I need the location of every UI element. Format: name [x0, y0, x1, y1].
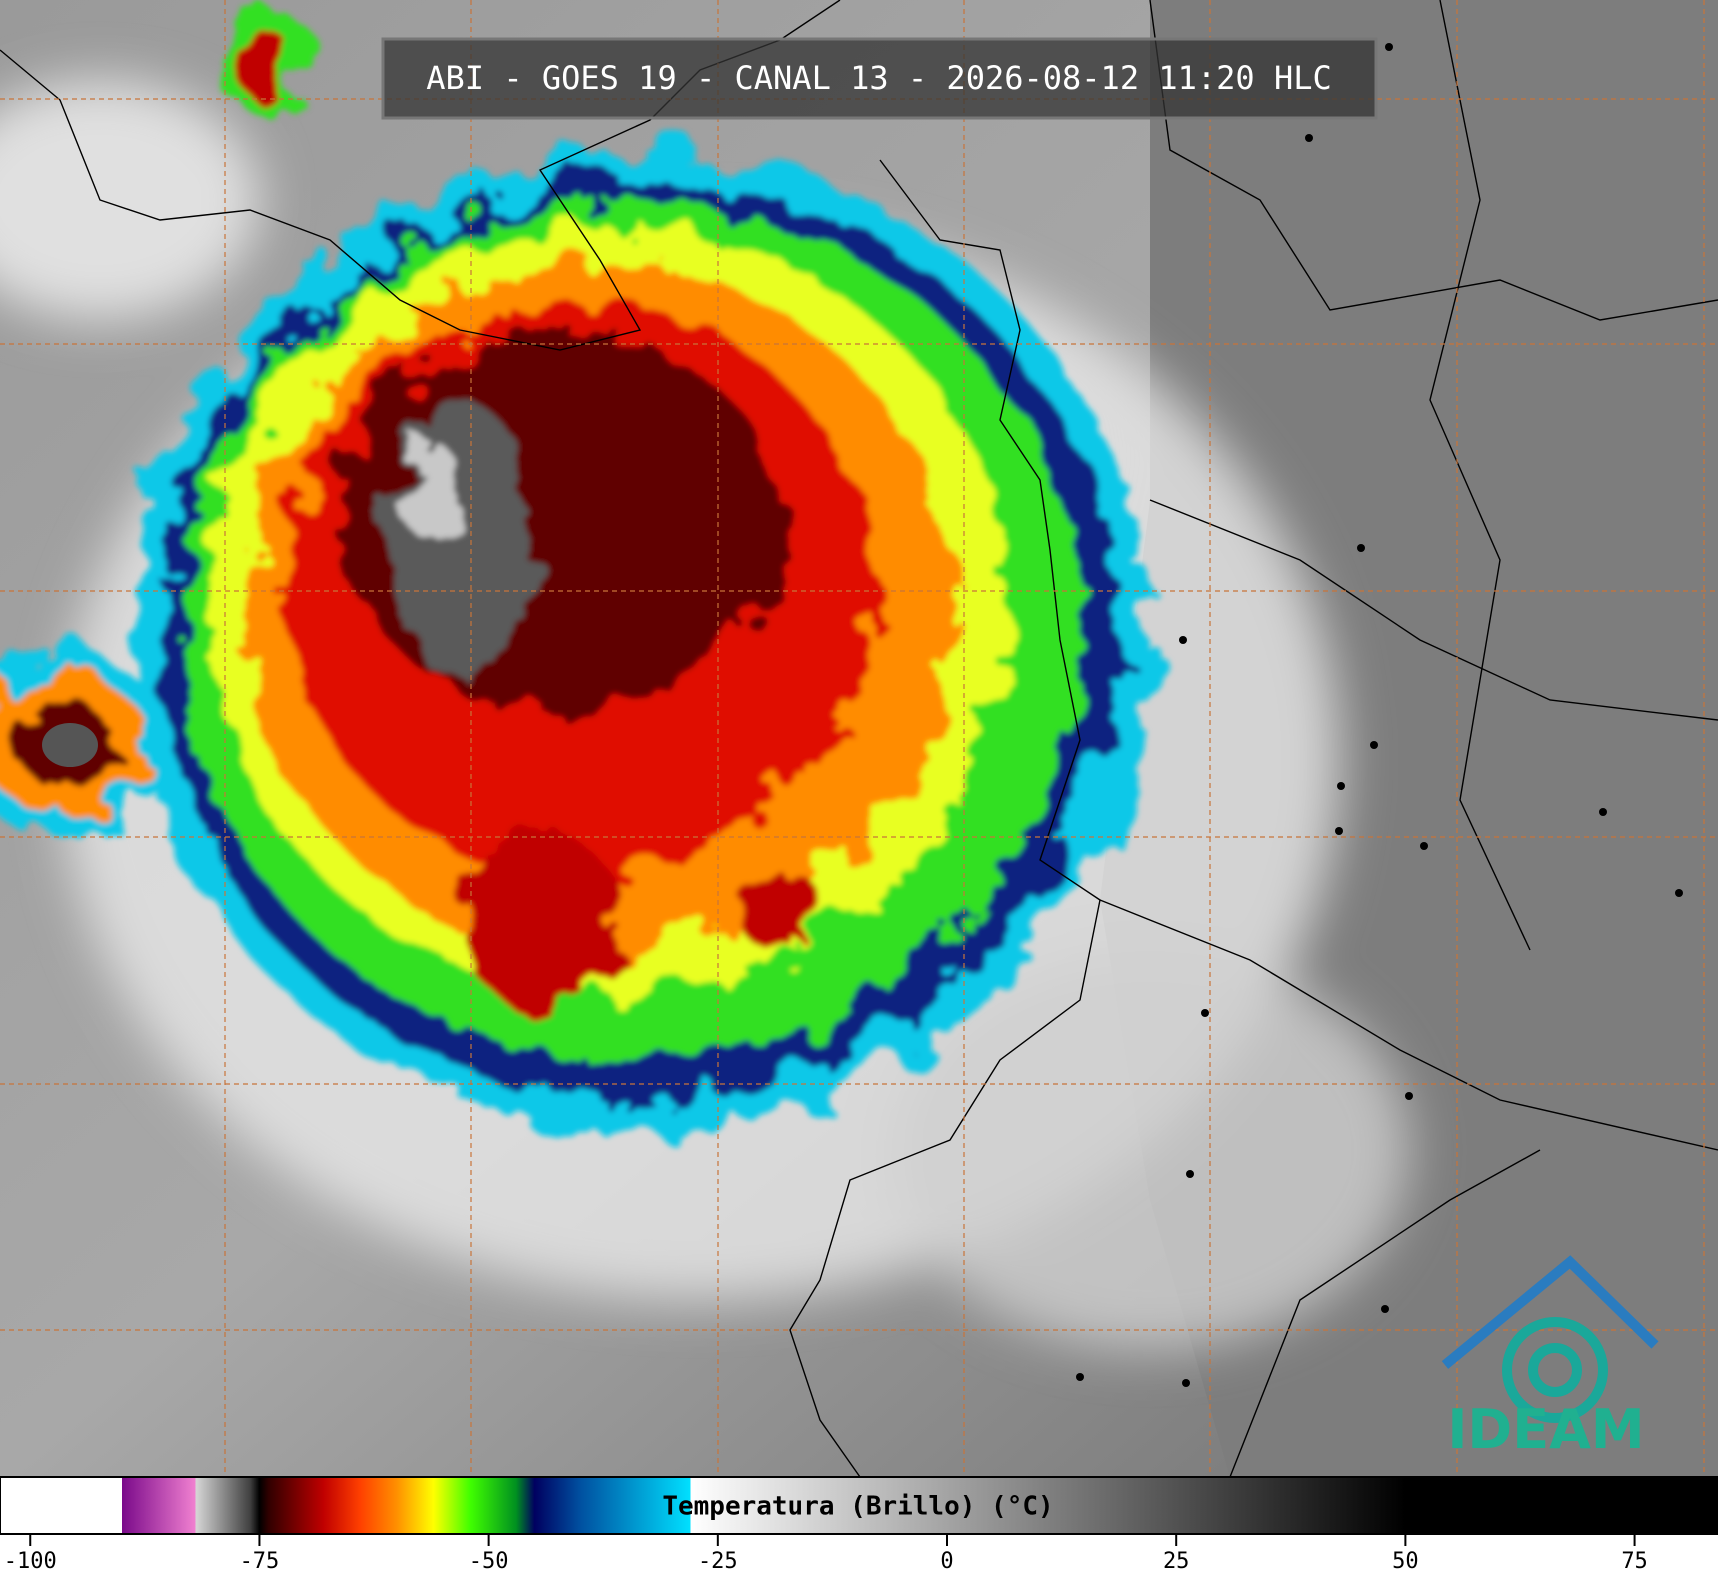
- tick-label: 75: [1621, 1549, 1648, 1574]
- title-box: [381, 37, 1378, 120]
- logo-text: IDEAM: [1447, 1398, 1644, 1461]
- cold-core: [42, 723, 98, 767]
- tick-label: -50: [469, 1549, 509, 1574]
- cities: [1076, 43, 1683, 1387]
- tick-label: -75: [240, 1549, 280, 1574]
- colorbar-bar: [0, 1476, 1718, 1535]
- title: ABI - GOES 19 - CANAL 13 - 2026-08-12 11…: [426, 59, 1331, 97]
- map: ABI - GOES 19 - CANAL 13 - 2026-08-12 11…: [0, 0, 1718, 1478]
- logo: [1441, 1255, 1659, 1423]
- storm: [0, 5, 1150, 1130]
- tick-label: 25: [1163, 1549, 1190, 1574]
- tick-label: -100: [4, 1549, 57, 1574]
- tick-label: 50: [1392, 1549, 1419, 1574]
- tick-label: 0: [940, 1549, 953, 1574]
- colorbar-label: Temperatura (Brillo) (°C): [662, 1492, 1053, 1522]
- tick-label: -25: [698, 1549, 738, 1574]
- colorbar: Temperatura (Brillo) (°C) -100 -75 -50 -25 0…: [0, 1476, 1718, 1574]
